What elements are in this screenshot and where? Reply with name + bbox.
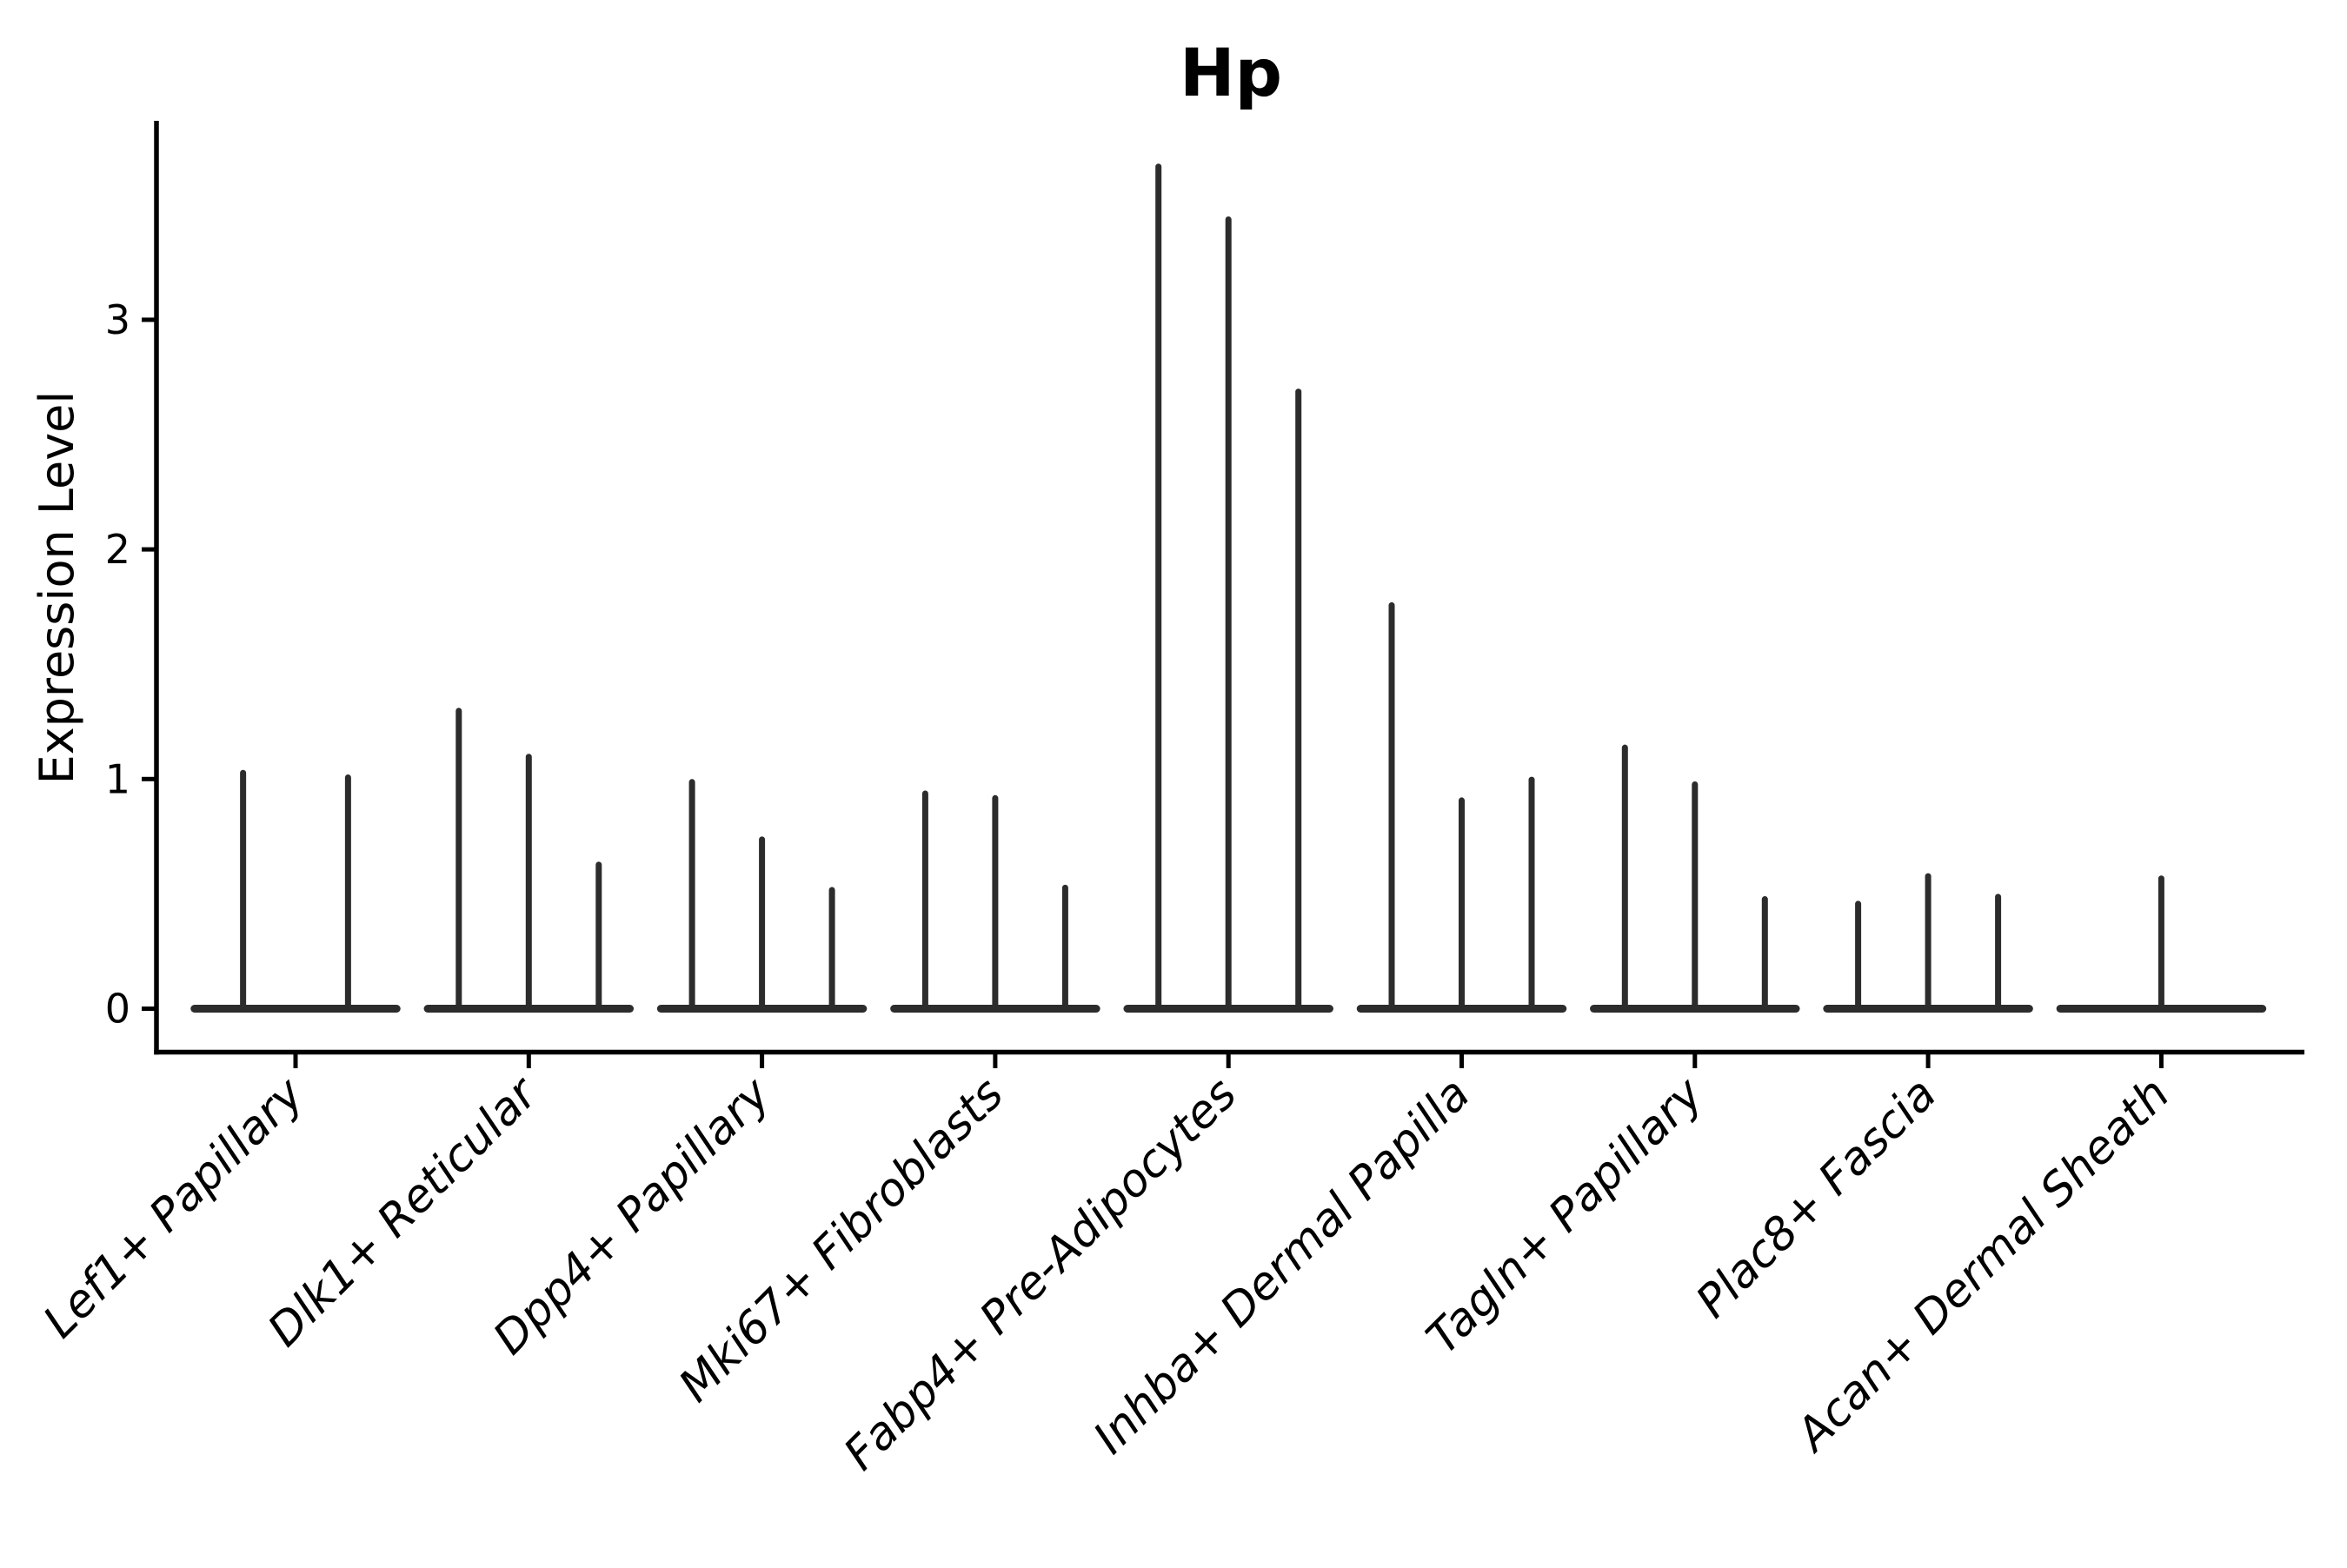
y-tick-mark: [142, 317, 156, 322]
violin-max-spike: [828, 887, 835, 1011]
violin-max-spike: [595, 861, 602, 1011]
violin-max-spike: [1761, 896, 1768, 1011]
violin-max-spike: [1061, 884, 1068, 1011]
violin-group-1: [190, 769, 401, 1013]
violin-group-2: [423, 708, 635, 1013]
x-axis-spine: [154, 1049, 2304, 1055]
violin-group-6: [1356, 601, 1567, 1013]
violin-max-spike: [1225, 216, 1232, 1011]
violin-group-8: [1823, 873, 2033, 1013]
violin-max-spike: [1621, 744, 1628, 1011]
violin-max-spike: [525, 754, 532, 1011]
x-tick-mark: [1692, 1054, 1698, 1068]
violin-max-spike: [2158, 875, 2164, 1011]
violin-group-3: [656, 779, 868, 1013]
violin-max-spike: [1155, 163, 1162, 1011]
violin-max-spike: [455, 708, 462, 1011]
x-tick-label: Plac8+ Fascia: [1686, 1068, 1946, 1328]
x-tick-mark: [293, 1054, 298, 1068]
y-tick-label: 1: [105, 755, 130, 802]
x-tick-mark: [526, 1054, 531, 1068]
y-axis-label: Expression Level: [30, 391, 84, 785]
violins-layer: [190, 163, 2267, 1013]
y-axis-spine: [154, 121, 159, 1055]
violin-max-spike: [1692, 781, 1699, 1011]
axes-layer: [142, 121, 2304, 1068]
x-tick-mark: [760, 1054, 765, 1068]
y-tick-label: 3: [105, 296, 130, 343]
chart-title: Hp: [1180, 34, 1282, 111]
x-tick-mark: [993, 1054, 998, 1068]
violin-max-spike: [1295, 389, 1302, 1011]
violin-max-spike: [1855, 900, 1862, 1011]
y-tick-mark: [142, 1007, 156, 1011]
y-tick-label: 0: [105, 986, 130, 1033]
violin-max-spike: [921, 790, 928, 1011]
x-tick-mark: [1459, 1054, 1464, 1068]
violin-base: [190, 1005, 401, 1013]
x-tick-mark: [1226, 1054, 1231, 1068]
violin-max-spike: [759, 836, 766, 1011]
x-tick-label: Acan+ Dermal Sheath: [1785, 1068, 2180, 1463]
violin-group-4: [890, 790, 1100, 1013]
violin-max-spike: [1995, 894, 2002, 1011]
violin-max-spike: [1459, 797, 1465, 1011]
violin-group-9: [2056, 875, 2267, 1013]
violin-max-spike: [1925, 873, 1931, 1011]
y-tick-mark: [142, 776, 156, 781]
x-tick-mark: [2158, 1054, 2164, 1068]
x-tick-mark: [1925, 1054, 1931, 1068]
x-tick-label: Inhba+ Dermal Papilla: [1084, 1068, 1480, 1465]
violin-max-spike: [240, 769, 247, 1011]
violin-max-spike: [344, 774, 351, 1011]
x-tick-label: Fabp4+ Pre-Adipocytes: [834, 1068, 1247, 1481]
violin-max-spike: [688, 779, 695, 1011]
y-tick-label: 2: [105, 526, 130, 573]
violin-max-spike: [1528, 776, 1535, 1011]
violin-max-spike: [992, 794, 999, 1011]
y-tick-mark: [142, 547, 156, 552]
violin-group-7: [1590, 744, 1800, 1013]
violin-max-spike: [1388, 601, 1395, 1011]
violin-group-5: [1123, 163, 1333, 1013]
